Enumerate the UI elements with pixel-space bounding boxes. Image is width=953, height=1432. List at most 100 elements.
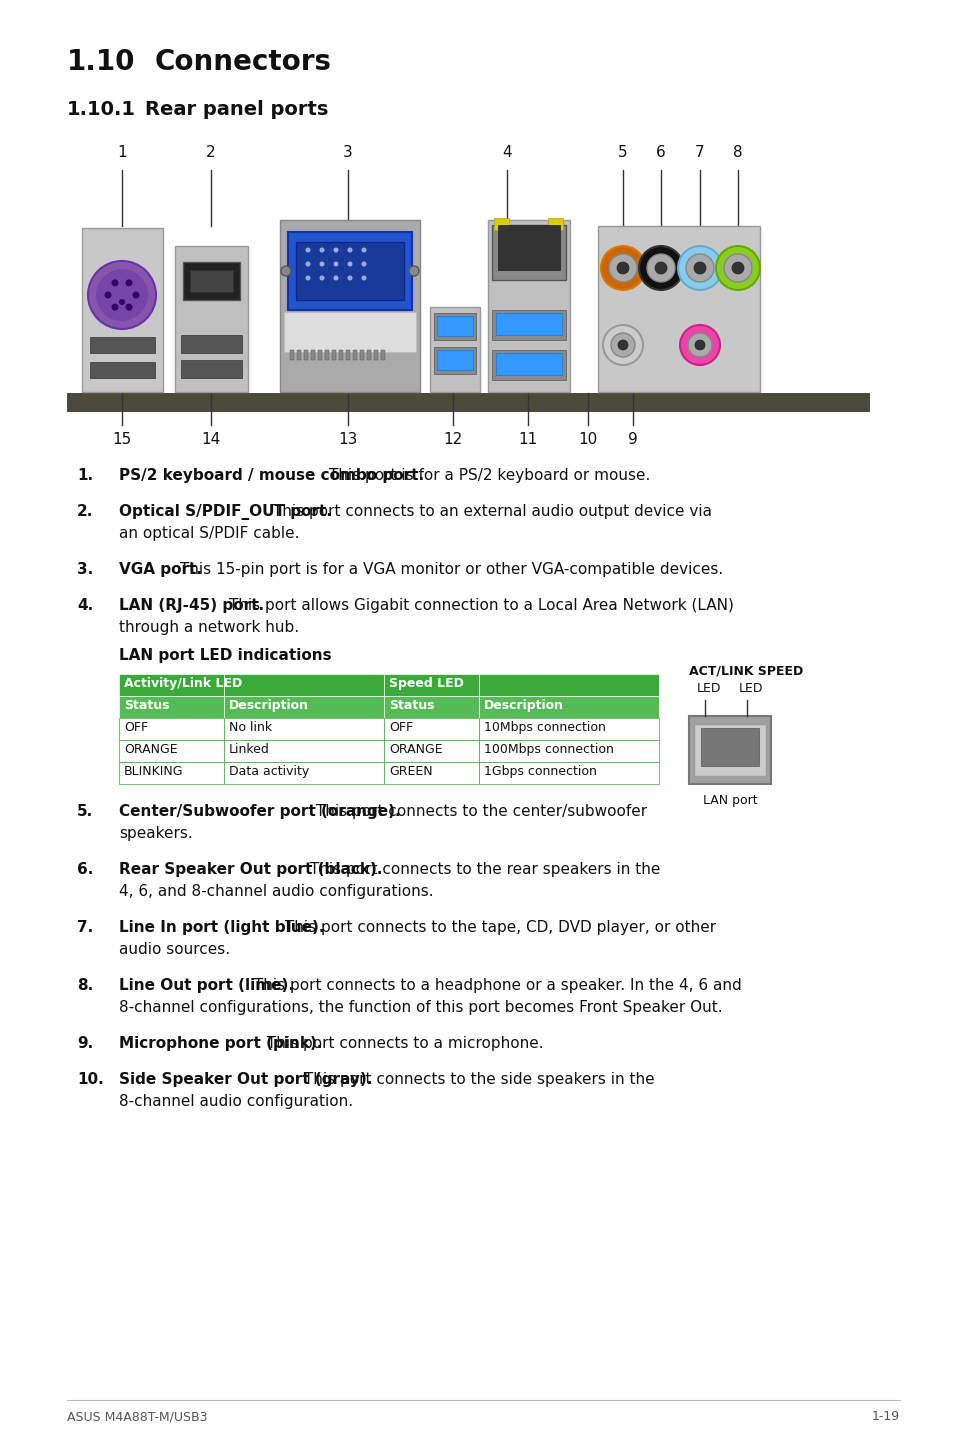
Bar xyxy=(478,762,659,783)
Text: audio sources.: audio sources. xyxy=(119,942,230,957)
Text: 5.: 5. xyxy=(77,803,93,819)
Bar xyxy=(488,221,569,392)
Circle shape xyxy=(334,248,338,252)
Text: through a network hub.: through a network hub. xyxy=(119,620,299,634)
Circle shape xyxy=(305,275,310,281)
Text: ORANGE: ORANGE xyxy=(389,743,442,756)
Text: Center/Subwoofer port (orange).: Center/Subwoofer port (orange). xyxy=(119,803,400,819)
Bar xyxy=(700,727,759,766)
Circle shape xyxy=(723,253,751,282)
Bar xyxy=(224,696,384,717)
Bar xyxy=(380,349,385,359)
Bar xyxy=(224,762,384,783)
Circle shape xyxy=(347,275,352,281)
Text: 2.: 2. xyxy=(77,504,93,518)
Text: 1Gbps connection: 1Gbps connection xyxy=(483,765,597,778)
Bar xyxy=(190,271,233,292)
Text: 3.: 3. xyxy=(77,561,93,577)
Text: 2: 2 xyxy=(206,145,215,160)
Bar xyxy=(119,674,224,696)
Bar xyxy=(325,349,329,359)
Circle shape xyxy=(112,279,118,286)
Text: This port connects to an external audio output device via: This port connects to an external audio … xyxy=(268,504,711,518)
Circle shape xyxy=(678,246,721,291)
Bar xyxy=(119,740,224,762)
Text: 14: 14 xyxy=(201,432,220,447)
Text: ORANGE: ORANGE xyxy=(124,743,177,756)
Text: Status: Status xyxy=(124,699,170,712)
Text: 1.10: 1.10 xyxy=(67,49,135,76)
Circle shape xyxy=(685,253,713,282)
Text: 13: 13 xyxy=(338,432,357,447)
Bar xyxy=(478,740,659,762)
Circle shape xyxy=(361,275,366,281)
Bar xyxy=(384,696,478,717)
Circle shape xyxy=(602,325,642,365)
Circle shape xyxy=(617,262,628,274)
Text: 1-19: 1-19 xyxy=(871,1411,899,1423)
Text: 4: 4 xyxy=(501,145,511,160)
Text: 4.: 4. xyxy=(77,599,93,613)
Text: 10.: 10. xyxy=(77,1073,104,1087)
Circle shape xyxy=(105,292,112,298)
Text: 8-channel configurations, the function of this port becomes Front Speaker Out.: 8-channel configurations, the function o… xyxy=(119,1000,721,1015)
Text: Rear panel ports: Rear panel ports xyxy=(145,100,328,119)
Text: 9.: 9. xyxy=(77,1035,93,1051)
Text: This port is for a PS/2 keyboard or mouse.: This port is for a PS/2 keyboard or mous… xyxy=(323,468,649,483)
Bar xyxy=(434,347,476,374)
Circle shape xyxy=(618,339,627,349)
Text: an optical S/PDIF cable.: an optical S/PDIF cable. xyxy=(119,526,299,541)
Text: 7.: 7. xyxy=(77,919,93,935)
Bar xyxy=(384,740,478,762)
Bar xyxy=(434,314,476,339)
Bar xyxy=(224,740,384,762)
Text: 6: 6 xyxy=(656,145,665,160)
Circle shape xyxy=(600,246,644,291)
Text: 5: 5 xyxy=(618,145,627,160)
Bar xyxy=(688,716,770,783)
Bar xyxy=(598,226,760,392)
Text: Activity/Link LED: Activity/Link LED xyxy=(124,677,242,690)
Circle shape xyxy=(319,262,324,266)
Text: Linked: Linked xyxy=(229,743,270,756)
Text: OFF: OFF xyxy=(124,720,148,735)
Bar xyxy=(496,354,561,375)
Text: This port connects to the rear speakers in the: This port connects to the rear speakers … xyxy=(305,862,659,876)
Bar xyxy=(547,218,562,231)
Text: No link: No link xyxy=(229,720,272,735)
Text: This port connects to the center/subwoofer: This port connects to the center/subwoof… xyxy=(311,803,647,819)
Text: 3: 3 xyxy=(343,145,353,160)
Bar xyxy=(496,314,561,335)
Circle shape xyxy=(693,262,705,274)
Text: 11: 11 xyxy=(517,432,537,447)
Text: 8: 8 xyxy=(733,145,742,160)
Text: 8.: 8. xyxy=(77,978,93,992)
Text: VGA port.: VGA port. xyxy=(119,561,202,577)
Bar xyxy=(384,762,478,783)
Circle shape xyxy=(88,261,156,329)
Text: Description: Description xyxy=(229,699,309,712)
Text: 10: 10 xyxy=(578,432,597,447)
Circle shape xyxy=(716,246,760,291)
Text: This port connects to a microphone.: This port connects to a microphone. xyxy=(261,1035,542,1051)
Circle shape xyxy=(319,275,324,281)
Text: 100Mbps connection: 100Mbps connection xyxy=(483,743,613,756)
Text: 1.10.1: 1.10.1 xyxy=(67,100,136,119)
Bar xyxy=(224,717,384,740)
Circle shape xyxy=(112,304,118,311)
Bar xyxy=(436,316,473,337)
Bar xyxy=(296,349,301,359)
Bar xyxy=(181,335,242,354)
Bar xyxy=(82,228,163,392)
Text: Connectors: Connectors xyxy=(154,49,332,76)
Text: 4, 6, and 8-channel audio configurations.: 4, 6, and 8-channel audio configurations… xyxy=(119,884,434,899)
Text: LED: LED xyxy=(697,682,720,695)
Text: PS/2 keyboard / mouse combo port.: PS/2 keyboard / mouse combo port. xyxy=(119,468,424,483)
Bar xyxy=(478,674,659,696)
Circle shape xyxy=(679,325,720,365)
Bar xyxy=(224,674,384,696)
Bar xyxy=(174,246,248,392)
Circle shape xyxy=(687,334,711,357)
Text: BLINKING: BLINKING xyxy=(124,765,183,778)
Circle shape xyxy=(608,253,637,282)
